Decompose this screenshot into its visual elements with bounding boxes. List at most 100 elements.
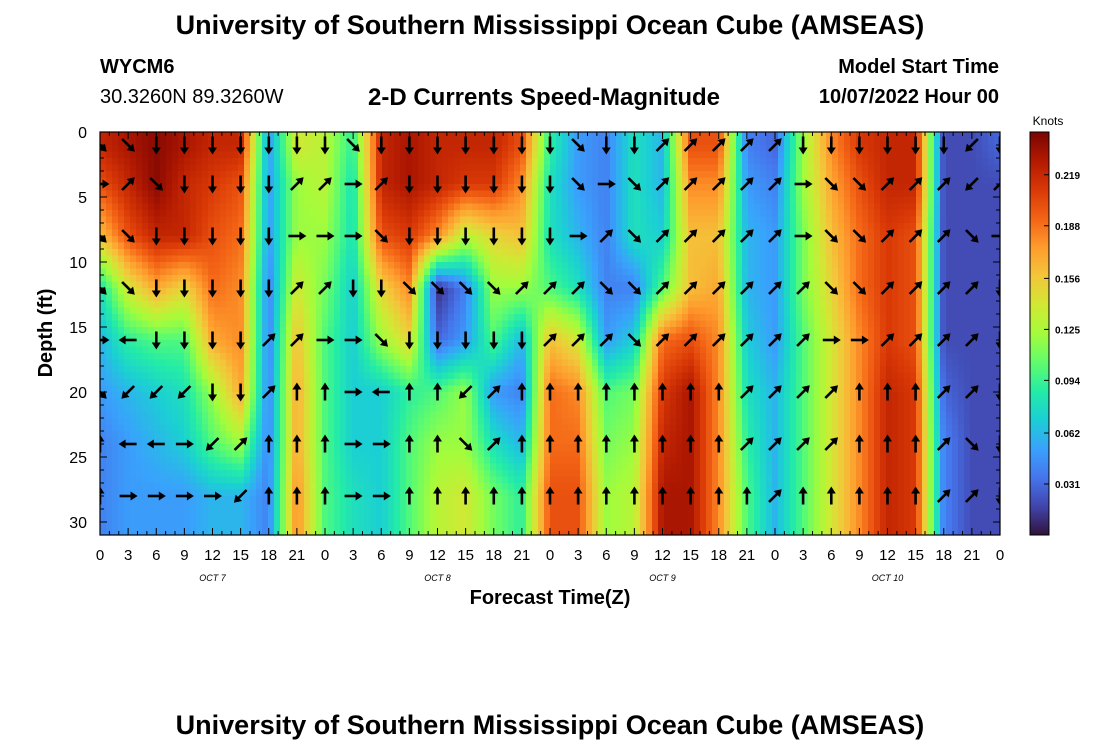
heatmap-cell [754,301,761,309]
heatmap-cell [130,210,137,218]
heatmap-cell [868,268,875,276]
heatmap-cell [772,281,779,289]
heatmap-cell [238,301,245,309]
heatmap-cell [136,249,143,257]
heatmap-cell [376,210,383,218]
heatmap-cell [274,177,281,185]
heatmap-cell [376,268,383,276]
heatmap-cell [640,223,647,231]
heatmap-cell [820,340,827,348]
heatmap-cell [730,307,737,315]
heatmap-cell [172,210,179,218]
heatmap-cell [454,288,461,296]
heatmap-cell [838,275,845,283]
heatmap-cell [802,320,809,328]
heatmap-cell [682,255,689,263]
heatmap-cell [616,340,623,348]
heatmap-cell [478,138,485,146]
heatmap-cell [796,203,803,211]
heatmap-cell [832,262,839,270]
heatmap-cell [322,242,329,250]
heatmap-cell [334,320,341,328]
heatmap-cell [652,177,659,185]
heatmap-cell [604,327,611,335]
heatmap-cell [574,255,581,263]
heatmap-cell [406,268,413,276]
heatmap-cell [442,268,449,276]
heatmap-cell [106,158,113,166]
heatmap-cell [184,262,191,270]
heatmap-cell [454,229,461,237]
heatmap-cell [328,255,335,263]
heatmap-cell [496,197,503,205]
heatmap-cell [928,177,935,185]
heatmap-cell [130,333,137,341]
heatmap-cell [142,158,149,166]
heatmap-cell [382,288,389,296]
heatmap-cell [814,190,821,198]
heatmap-cell [874,255,881,263]
heatmap-cell [862,307,869,315]
heatmap-cell [124,151,131,159]
heatmap-cell [136,210,143,218]
heatmap-cell [496,223,503,231]
heatmap-cell [292,262,299,270]
heatmap-cell [526,158,533,166]
heatmap-cell [592,314,599,322]
heatmap-cell [958,340,965,348]
heatmap-cell [136,242,143,250]
heatmap-cell [958,275,965,283]
heatmap-cell [184,346,191,354]
heatmap-cell [784,216,791,224]
heatmap-cell [124,158,131,166]
heatmap-cell [742,320,749,328]
heatmap-cell [364,229,371,237]
heatmap-cell [856,249,863,257]
heatmap-cell [628,190,635,198]
heatmap-cell [604,301,611,309]
heatmap-cell [370,281,377,289]
heatmap-cell [934,145,941,153]
heatmap-cell [628,294,635,302]
heatmap-cell [778,288,785,296]
heatmap-cell [994,203,1000,211]
heatmap-cell [856,301,863,309]
heatmap-cell [160,314,167,322]
heatmap-cell [226,346,233,354]
heatmap-cell [394,138,401,146]
heatmap-cell [130,216,137,224]
heatmap-cell [274,184,281,192]
heatmap-cell [544,255,551,263]
heatmap-cell [904,203,911,211]
heatmap-cell [988,314,995,322]
heatmap-cell [106,301,113,309]
heatmap-cell [916,190,923,198]
heatmap-cell [322,197,329,205]
heatmap-cell [196,281,203,289]
heatmap-cell [454,262,461,270]
heatmap-cell [814,333,821,341]
heatmap-cell [568,281,575,289]
heatmap-cell [406,320,413,328]
heatmap-cell [274,164,281,172]
heatmap-cell [970,151,977,159]
heatmap-cell [262,268,269,276]
heatmap-cell [676,288,683,296]
heatmap-cell [550,288,557,296]
heatmap-cell [892,171,899,179]
heatmap-cell [826,294,833,302]
heatmap-cell [700,262,707,270]
heatmap-cell [298,340,305,348]
heatmap-cell [622,223,629,231]
heatmap-cell [538,151,545,159]
heatmap-cell [634,249,641,257]
heatmap-cell [568,314,575,322]
heatmap-cell [784,158,791,166]
heatmap-cell [118,171,125,179]
heatmap-cell [952,242,959,250]
heatmap-cell [568,255,575,263]
heatmap-cell [832,307,839,315]
heatmap-cell [244,184,251,192]
heatmap-cell [994,164,1000,172]
heatmap-cell [124,314,131,322]
